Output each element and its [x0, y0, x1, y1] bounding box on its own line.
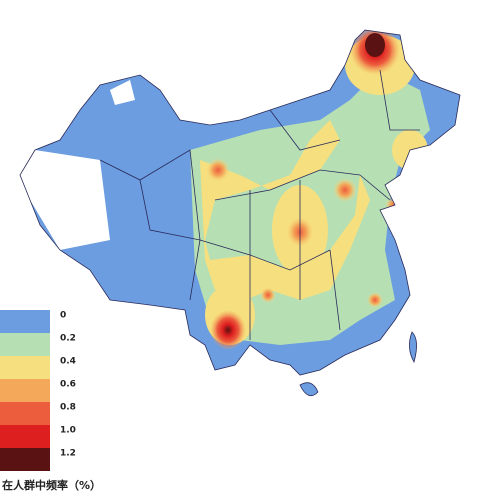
legend-swatch — [0, 425, 50, 448]
legend-swatch — [0, 356, 50, 379]
legend-label: 1.2 — [60, 449, 76, 459]
legend-label: 0.8 — [60, 403, 76, 413]
legend-label: 0.4 — [60, 357, 76, 367]
borders — [19, 29, 461, 397]
legend-swatch — [0, 402, 50, 425]
legend-swatch — [0, 310, 50, 333]
legend-swatch — [0, 448, 50, 471]
legend: 0 0.2 0.4 0.6 0.8 1.0 1.2 — [0, 310, 76, 471]
legend-label: 0.6 — [60, 380, 76, 390]
legend-swatch — [0, 333, 50, 356]
legend-swatch — [0, 379, 50, 402]
legend-label: 0 — [60, 311, 66, 321]
legend-label: 1.0 — [60, 426, 76, 436]
legend-title: 在人群中频率（%） — [2, 478, 101, 492]
legend-label: 0.2 — [60, 334, 76, 344]
